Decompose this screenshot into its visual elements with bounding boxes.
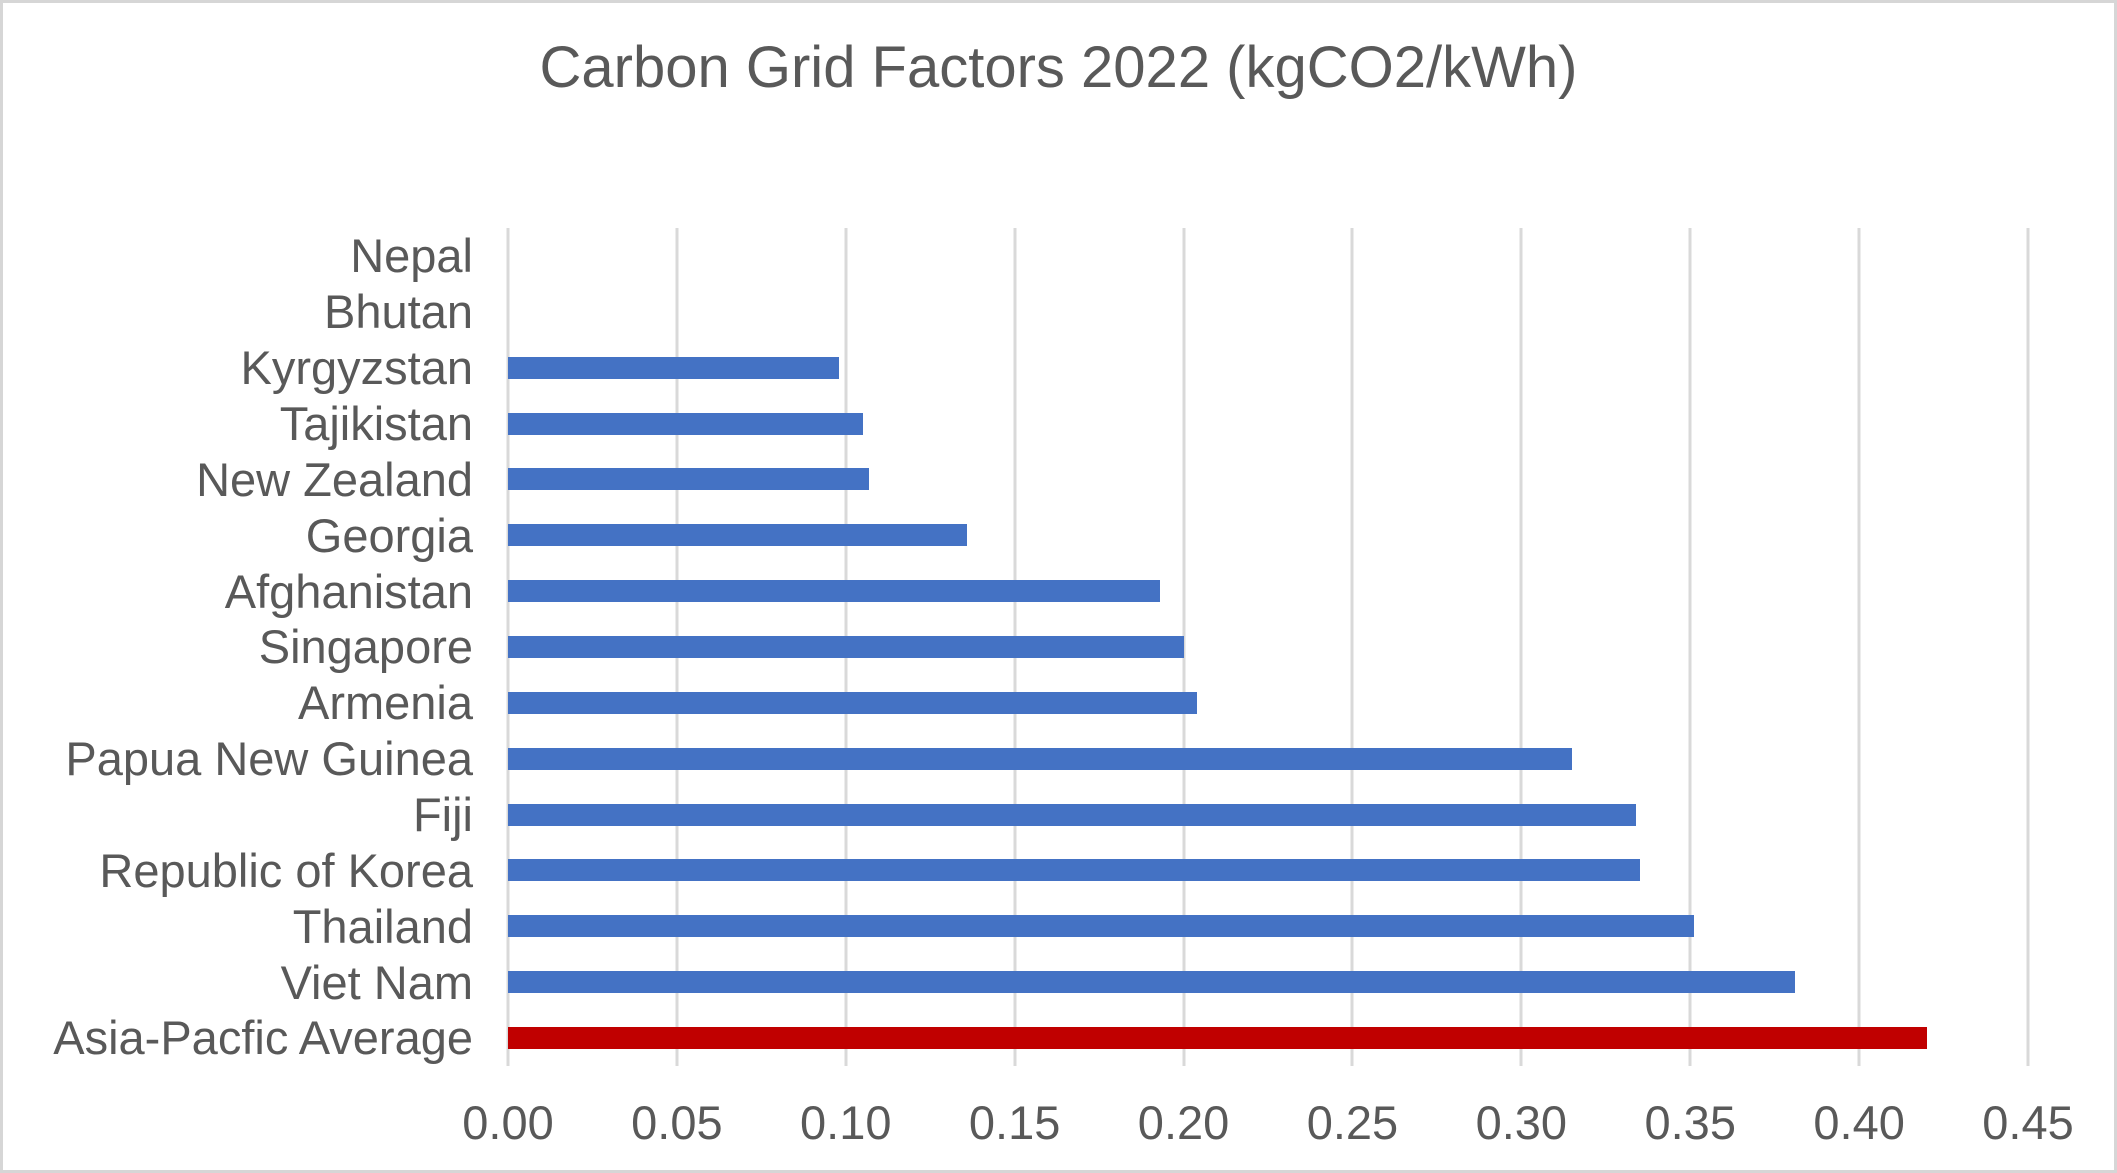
category-axis-labels: Nepal Bhutan Kyrgyzstan Tajikistan New Zeala… (3, 228, 473, 1066)
bar-row (508, 787, 2028, 843)
category-label: New Zealand (196, 452, 473, 506)
bar-row (508, 284, 2028, 340)
chart-title: Carbon Grid Factors 2022 (kgCO2/kWh) (539, 35, 1578, 100)
x-tick-label: 0.20 (1137, 1096, 1230, 1149)
x-tick-label: 0.30 (1475, 1096, 1568, 1149)
x-tick-label: 0.45 (1982, 1096, 2074, 1149)
bar-row (508, 228, 2028, 284)
bar-row (508, 396, 2028, 452)
x-tick-label: 0.40 (1813, 1096, 1905, 1149)
category-label: Republic of Korea (99, 843, 473, 897)
x-axis-tick-labels: 0.00 0.05 0.10 0.15 0.20 0.25 0.30 0.35 0.40 0.45 (462, 1095, 2073, 1155)
category-label: Tajikistan (279, 397, 473, 450)
x-tick-label: 0.10 (800, 1096, 892, 1149)
gridline (2026, 228, 2030, 1066)
category-label: Bhutan (324, 285, 473, 339)
bar-row (508, 451, 2028, 507)
category-label: Afghanistan (224, 564, 473, 618)
category-label: Papua New Guinea (65, 732, 473, 786)
bar (508, 412, 863, 435)
bar (508, 1026, 1927, 1049)
bar (508, 859, 1640, 882)
x-tick-label: 0.25 (1306, 1096, 1399, 1149)
category-label: Nepal (350, 229, 473, 283)
bar (508, 915, 1694, 938)
bar-row (508, 898, 2028, 954)
bar (508, 691, 1198, 714)
bar (508, 971, 1795, 994)
plot-area (506, 228, 2030, 1066)
x-tick-label: 0.00 (462, 1096, 554, 1149)
bar (508, 524, 968, 547)
gridline (1182, 228, 1186, 1066)
bar-row (508, 619, 2028, 675)
bar-row (508, 340, 2028, 396)
bar (508, 635, 1184, 658)
bar-row (508, 675, 2028, 731)
bar-row (508, 954, 2028, 1010)
bar (508, 356, 840, 379)
category-label: Georgia (305, 508, 473, 562)
category-label: Asia-Pacfic Average (53, 1011, 473, 1065)
category-label: Fiji (412, 788, 473, 842)
bar-row (508, 731, 2028, 787)
bar (508, 803, 1637, 826)
x-tick-label: 0.35 (1644, 1096, 1736, 1149)
category-label: Armenia (297, 676, 473, 730)
x-tick-label: 0.15 (968, 1096, 1061, 1149)
bar (508, 747, 1572, 770)
x-tick-label: 0.05 (631, 1096, 723, 1149)
bar-row (508, 1010, 2028, 1066)
gridline (1688, 228, 1692, 1066)
bar-row (508, 842, 2028, 898)
bar-row (508, 507, 2028, 563)
gridline (1519, 228, 1523, 1066)
bar-row (508, 563, 2028, 619)
bar (508, 580, 1160, 603)
gridline (1350, 228, 1354, 1066)
category-label: Singapore (258, 620, 473, 674)
category-label: Kyrgyzstan (240, 341, 473, 395)
category-label: Thailand (292, 899, 473, 953)
category-label: Viet Nam (280, 955, 473, 1009)
gridline (1857, 228, 1861, 1066)
bar-series (508, 228, 2028, 1066)
bar (508, 468, 870, 491)
